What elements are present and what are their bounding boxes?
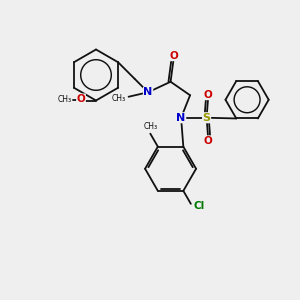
Text: S: S: [202, 113, 211, 123]
Text: O: O: [76, 94, 85, 104]
Text: CH₃: CH₃: [143, 122, 158, 131]
Text: O: O: [204, 90, 212, 100]
Text: CH₃: CH₃: [112, 94, 126, 103]
Text: O: O: [169, 51, 178, 61]
Text: O: O: [204, 136, 212, 146]
Text: N: N: [143, 87, 153, 97]
Text: CH₃: CH₃: [58, 94, 72, 103]
Text: Cl: Cl: [194, 201, 205, 211]
Text: N: N: [176, 113, 186, 123]
